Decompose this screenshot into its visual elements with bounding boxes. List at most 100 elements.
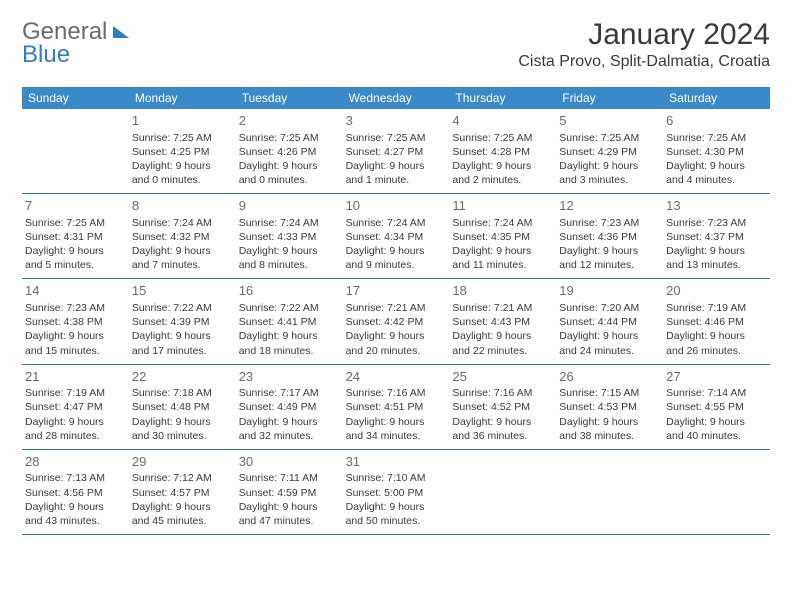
day-number: 29 bbox=[132, 453, 233, 471]
day-cell bbox=[556, 450, 663, 534]
day-cell: 11Sunrise: 7:24 AMSunset: 4:35 PMDayligh… bbox=[449, 194, 556, 278]
logo-blue: Blue bbox=[22, 41, 70, 69]
day-number: 27 bbox=[666, 368, 767, 386]
day-info-line: Sunrise: 7:16 AM bbox=[346, 386, 447, 400]
day-number: 31 bbox=[346, 453, 447, 471]
dow-fri: Friday bbox=[556, 87, 663, 109]
day-cell: 16Sunrise: 7:22 AMSunset: 4:41 PMDayligh… bbox=[236, 279, 343, 363]
day-info-line: Daylight: 9 hours bbox=[346, 244, 447, 258]
day-info-line: and 3 minutes. bbox=[559, 173, 660, 187]
day-info-line: Daylight: 9 hours bbox=[25, 244, 126, 258]
day-info-line: Sunrise: 7:11 AM bbox=[239, 471, 340, 485]
day-info-line: Sunrise: 7:19 AM bbox=[25, 386, 126, 400]
day-info-line: Sunset: 4:27 PM bbox=[346, 145, 447, 159]
day-cell: 12Sunrise: 7:23 AMSunset: 4:36 PMDayligh… bbox=[556, 194, 663, 278]
day-info-line: Daylight: 9 hours bbox=[346, 500, 447, 514]
day-info-line: Daylight: 9 hours bbox=[452, 415, 553, 429]
day-cell: 26Sunrise: 7:15 AMSunset: 4:53 PMDayligh… bbox=[556, 365, 663, 449]
day-number: 25 bbox=[452, 368, 553, 386]
day-cell: 5Sunrise: 7:25 AMSunset: 4:29 PMDaylight… bbox=[556, 109, 663, 193]
day-info-line: Daylight: 9 hours bbox=[239, 415, 340, 429]
day-number: 22 bbox=[132, 368, 233, 386]
week-row: 14Sunrise: 7:23 AMSunset: 4:38 PMDayligh… bbox=[22, 279, 770, 364]
day-info-line: Sunset: 4:29 PM bbox=[559, 145, 660, 159]
day-number: 15 bbox=[132, 282, 233, 300]
day-info-line: Sunset: 4:57 PM bbox=[132, 486, 233, 500]
day-info-line: and 40 minutes. bbox=[666, 429, 767, 443]
day-info-line: Sunset: 4:30 PM bbox=[666, 145, 767, 159]
day-info-line: Daylight: 9 hours bbox=[25, 329, 126, 343]
day-number: 10 bbox=[346, 197, 447, 215]
day-number: 18 bbox=[452, 282, 553, 300]
day-info-line: and 12 minutes. bbox=[559, 258, 660, 272]
day-cell: 6Sunrise: 7:25 AMSunset: 4:30 PMDaylight… bbox=[663, 109, 770, 193]
day-info-line: and 43 minutes. bbox=[25, 514, 126, 528]
day-info-line: Sunrise: 7:25 AM bbox=[452, 131, 553, 145]
day-cell: 20Sunrise: 7:19 AMSunset: 4:46 PMDayligh… bbox=[663, 279, 770, 363]
title-block: January 2024 Cista Provo, Split-Dalmatia… bbox=[518, 18, 770, 71]
day-info-line: Sunrise: 7:22 AM bbox=[239, 301, 340, 315]
day-info-line: Daylight: 9 hours bbox=[666, 244, 767, 258]
day-info-line: Daylight: 9 hours bbox=[666, 329, 767, 343]
day-info-line: Sunset: 4:51 PM bbox=[346, 400, 447, 414]
day-info-line: Sunrise: 7:25 AM bbox=[346, 131, 447, 145]
location: Cista Provo, Split-Dalmatia, Croatia bbox=[518, 53, 770, 71]
day-info-line: Sunset: 4:46 PM bbox=[666, 315, 767, 329]
weeks-container: 1Sunrise: 7:25 AMSunset: 4:25 PMDaylight… bbox=[22, 109, 770, 535]
day-info-line: Sunset: 4:42 PM bbox=[346, 315, 447, 329]
day-info-line: Sunset: 4:48 PM bbox=[132, 400, 233, 414]
day-number: 2 bbox=[239, 112, 340, 130]
day-cell: 22Sunrise: 7:18 AMSunset: 4:48 PMDayligh… bbox=[129, 365, 236, 449]
day-cell: 27Sunrise: 7:14 AMSunset: 4:55 PMDayligh… bbox=[663, 365, 770, 449]
day-cell: 23Sunrise: 7:17 AMSunset: 4:49 PMDayligh… bbox=[236, 365, 343, 449]
day-info-line: Daylight: 9 hours bbox=[452, 244, 553, 258]
day-number: 12 bbox=[559, 197, 660, 215]
day-info-line: and 4 minutes. bbox=[666, 173, 767, 187]
day-info-line: Daylight: 9 hours bbox=[132, 329, 233, 343]
day-info-line: Sunrise: 7:15 AM bbox=[559, 386, 660, 400]
day-info-line: Sunrise: 7:17 AM bbox=[239, 386, 340, 400]
day-info-line: Sunrise: 7:24 AM bbox=[452, 216, 553, 230]
day-info-line: and 47 minutes. bbox=[239, 514, 340, 528]
day-info-line: Sunrise: 7:13 AM bbox=[25, 471, 126, 485]
day-info-line: and 24 minutes. bbox=[559, 344, 660, 358]
dow-wed: Wednesday bbox=[343, 87, 450, 109]
day-info-line: Daylight: 9 hours bbox=[239, 329, 340, 343]
dow-sat: Saturday bbox=[663, 87, 770, 109]
calendar: Sunday Monday Tuesday Wednesday Thursday… bbox=[22, 87, 770, 535]
day-number: 28 bbox=[25, 453, 126, 471]
day-info-line: Daylight: 9 hours bbox=[239, 244, 340, 258]
day-info-line: Sunset: 4:59 PM bbox=[239, 486, 340, 500]
day-info-line: Sunset: 4:28 PM bbox=[452, 145, 553, 159]
day-number: 26 bbox=[559, 368, 660, 386]
day-cell: 1Sunrise: 7:25 AMSunset: 4:25 PMDaylight… bbox=[129, 109, 236, 193]
day-info-line: Daylight: 9 hours bbox=[452, 159, 553, 173]
day-cell: 24Sunrise: 7:16 AMSunset: 4:51 PMDayligh… bbox=[343, 365, 450, 449]
day-number: 19 bbox=[559, 282, 660, 300]
day-info-line: and 7 minutes. bbox=[132, 258, 233, 272]
week-row: 28Sunrise: 7:13 AMSunset: 4:56 PMDayligh… bbox=[22, 450, 770, 535]
day-cell: 18Sunrise: 7:21 AMSunset: 4:43 PMDayligh… bbox=[449, 279, 556, 363]
day-info-line: and 0 minutes. bbox=[239, 173, 340, 187]
day-info-line: Sunrise: 7:25 AM bbox=[666, 131, 767, 145]
day-info-line: Sunset: 4:37 PM bbox=[666, 230, 767, 244]
day-info-line: Sunrise: 7:12 AM bbox=[132, 471, 233, 485]
dow-tue: Tuesday bbox=[236, 87, 343, 109]
day-cell: 13Sunrise: 7:23 AMSunset: 4:37 PMDayligh… bbox=[663, 194, 770, 278]
dow-mon: Monday bbox=[129, 87, 236, 109]
day-cell: 7Sunrise: 7:25 AMSunset: 4:31 PMDaylight… bbox=[22, 194, 129, 278]
day-number: 5 bbox=[559, 112, 660, 130]
dow-header: Sunday Monday Tuesday Wednesday Thursday… bbox=[22, 87, 770, 109]
day-info-line: Daylight: 9 hours bbox=[452, 329, 553, 343]
day-info-line: Daylight: 9 hours bbox=[346, 329, 447, 343]
day-info-line: and 32 minutes. bbox=[239, 429, 340, 443]
day-info-line: Sunset: 4:47 PM bbox=[25, 400, 126, 414]
day-info-line: Daylight: 9 hours bbox=[346, 159, 447, 173]
day-cell: 15Sunrise: 7:22 AMSunset: 4:39 PMDayligh… bbox=[129, 279, 236, 363]
day-info-line: Sunset: 4:34 PM bbox=[346, 230, 447, 244]
day-cell: 8Sunrise: 7:24 AMSunset: 4:32 PMDaylight… bbox=[129, 194, 236, 278]
day-info-line: Sunrise: 7:25 AM bbox=[25, 216, 126, 230]
week-row: 21Sunrise: 7:19 AMSunset: 4:47 PMDayligh… bbox=[22, 365, 770, 450]
day-info-line: Daylight: 9 hours bbox=[666, 415, 767, 429]
day-info-line: Sunset: 4:39 PM bbox=[132, 315, 233, 329]
